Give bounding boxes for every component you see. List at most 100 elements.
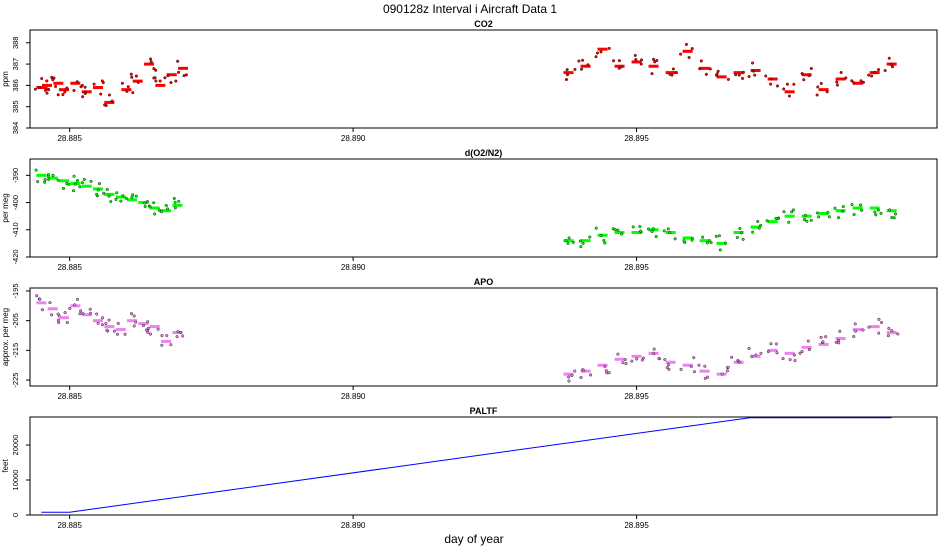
data-point <box>690 238 694 242</box>
data-mark-flag <box>161 339 172 343</box>
data-point <box>806 339 810 343</box>
data-point <box>577 59 581 63</box>
data-point <box>567 375 571 379</box>
data-point <box>57 320 61 324</box>
y-tick-label: -215 <box>11 343 20 358</box>
data-point <box>844 76 848 80</box>
data-point <box>88 311 92 315</box>
data-point <box>861 328 865 332</box>
data-point <box>595 51 599 55</box>
data-point <box>146 320 150 324</box>
data-point <box>40 77 44 81</box>
data-point <box>573 369 577 373</box>
data-point <box>124 196 128 200</box>
data-mark-flag <box>115 328 126 332</box>
data-point <box>630 359 634 363</box>
data-point <box>774 216 778 220</box>
data-point <box>781 357 785 361</box>
data-mark-flag <box>563 239 574 243</box>
data-point <box>703 376 707 380</box>
data-point <box>816 85 820 89</box>
data-mark-flag <box>801 73 812 77</box>
data-mark-flag <box>852 206 863 210</box>
data-point <box>65 321 69 325</box>
data-point <box>741 76 745 80</box>
data-point <box>668 231 672 235</box>
data-point <box>720 372 724 376</box>
data-point <box>650 229 654 233</box>
data-point <box>867 73 871 77</box>
data-point <box>704 72 708 76</box>
data-mark-flag <box>597 47 608 51</box>
data-point <box>79 85 83 89</box>
data-point <box>89 179 93 183</box>
x-axis-label: day of year <box>444 532 503 546</box>
y-tick-label: 384 <box>11 122 20 135</box>
data-mark-flag <box>733 71 744 75</box>
data-mark-flag <box>614 231 625 234</box>
data-mark-flag <box>138 322 149 326</box>
data-point <box>877 317 881 321</box>
data-point <box>717 234 721 238</box>
data-point <box>807 348 811 352</box>
y-axis-label: ppm <box>1 71 10 87</box>
data-point <box>837 216 841 220</box>
data-point <box>850 203 854 207</box>
data-point <box>176 59 180 63</box>
data-point <box>854 329 858 333</box>
data-point <box>148 205 152 209</box>
data-point <box>690 47 694 51</box>
data-point <box>876 208 880 212</box>
y-tick-label: 386 <box>11 79 20 92</box>
data-point <box>101 81 105 85</box>
y-tick-label: -225 <box>11 373 20 388</box>
data-mark-flag <box>597 363 608 367</box>
data-point <box>564 78 568 82</box>
data-point <box>792 82 796 86</box>
data-point <box>705 241 709 245</box>
data-point <box>169 343 173 347</box>
y-axis-label: approx. per meg <box>1 308 10 366</box>
data-point <box>703 364 707 368</box>
data-point <box>156 327 160 331</box>
data-point <box>639 62 643 66</box>
data-mark-flag <box>682 236 693 240</box>
data-mark-flag <box>716 241 727 245</box>
data-point <box>651 227 655 231</box>
data-point <box>603 365 607 369</box>
data-point <box>682 239 686 243</box>
data-mark-flag <box>155 83 166 87</box>
data-point <box>870 74 874 78</box>
data-point <box>38 297 42 301</box>
data-point <box>621 361 625 365</box>
data-point <box>48 301 52 305</box>
data-point <box>654 235 658 239</box>
data-mark-flag <box>631 231 642 234</box>
data-point <box>132 314 136 318</box>
panel-apo: APO approx. per meg-225 -215 -205 -195 28.885… <box>1 277 938 401</box>
data-mark-flag <box>614 64 625 68</box>
data-point <box>684 42 688 46</box>
panel-title: APO <box>474 277 494 287</box>
data-mark-flag <box>784 351 795 355</box>
data-point <box>890 216 894 220</box>
data-point <box>708 67 712 71</box>
data-point <box>158 79 162 83</box>
data-point <box>125 89 129 93</box>
data-mark-flag <box>47 176 58 180</box>
data-point <box>79 309 83 313</box>
x-tick-label: 28.885 <box>57 134 82 143</box>
data-mark-flag <box>93 86 104 90</box>
data-point <box>78 185 82 189</box>
x-tick-label: 28.890 <box>341 263 366 272</box>
data-point <box>715 72 719 76</box>
data-point <box>651 57 655 61</box>
data-point <box>631 225 635 229</box>
data-point <box>602 238 606 242</box>
data-point <box>752 69 756 73</box>
data-mark-flag <box>59 88 70 92</box>
data-mark-flag <box>121 88 132 92</box>
y-tick-label: -400 <box>11 195 20 210</box>
data-point <box>172 196 176 200</box>
